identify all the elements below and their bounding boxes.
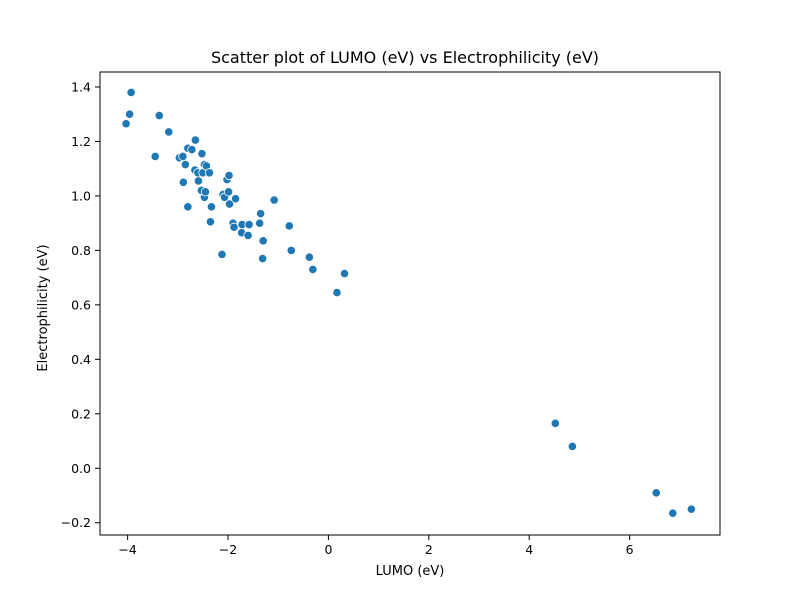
data-point (243, 230, 253, 241)
data-point (224, 170, 234, 181)
x-tick-label: −4 (118, 542, 136, 557)
y-axis-label: Electrophilicity (eV) (36, 244, 51, 371)
y-tick-label: 0.0 (71, 461, 91, 476)
data-point (304, 252, 314, 262)
y-tick-label: 1.2 (71, 134, 91, 149)
data-point (224, 199, 235, 209)
data-point (286, 245, 296, 255)
data-point (183, 202, 193, 212)
data-point (178, 151, 188, 162)
data-point (269, 195, 279, 205)
data-point (178, 177, 188, 187)
data-point (258, 236, 268, 246)
y-tick-label: 0.8 (71, 243, 91, 258)
x-tick-label: −2 (219, 542, 237, 557)
x-tick-label: 0 (324, 542, 332, 557)
x-axis-label: LUMO (eV) (376, 564, 445, 579)
x-tick-label: 2 (425, 542, 433, 557)
x-axis-ticks: −4 −2 0 2 4 6 (118, 535, 634, 557)
data-point (550, 418, 560, 428)
data-point (180, 160, 190, 170)
y-tick-label: 0.6 (71, 297, 91, 312)
data-point (686, 504, 696, 514)
data-point (121, 119, 131, 129)
data-point (244, 219, 254, 230)
data-point (197, 149, 207, 159)
data-point (164, 127, 174, 137)
data-point (205, 217, 216, 227)
data-point (284, 221, 294, 231)
data-point (126, 87, 136, 98)
data-point (217, 249, 227, 260)
data-point (668, 508, 678, 518)
chart-title: Scatter plot of LUMO (eV) vs Electrophil… (211, 48, 599, 67)
data-points (121, 87, 696, 518)
data-point (206, 202, 217, 212)
data-point (187, 145, 197, 155)
y-tick-label: 0.4 (71, 352, 91, 367)
y-axis-ticks: −0.2 0.0 0.2 0.4 0.6 0.8 1.0 1.2 1.4 (61, 79, 100, 530)
data-point (150, 151, 160, 162)
data-point (204, 168, 215, 178)
data-point (125, 109, 135, 119)
data-point (256, 209, 266, 219)
x-tick-label: 4 (525, 542, 533, 557)
data-point (258, 253, 268, 264)
data-point (651, 488, 661, 498)
y-tick-label: 1.4 (71, 79, 91, 94)
y-tick-label: 0.2 (71, 406, 91, 421)
plot-frame (99, 71, 721, 536)
data-point (223, 187, 234, 197)
data-point (230, 194, 241, 204)
data-point (255, 218, 265, 228)
x-tick-label: 6 (626, 542, 634, 557)
data-point (339, 268, 350, 279)
data-point (190, 135, 200, 145)
y-tick-label: −0.2 (61, 515, 91, 530)
y-tick-label: 1.0 (71, 188, 91, 203)
data-point (308, 264, 318, 275)
data-point (154, 110, 164, 121)
data-point (567, 441, 578, 452)
data-point (229, 222, 239, 232)
data-point (200, 187, 211, 197)
data-point (332, 288, 342, 298)
data-point (193, 176, 203, 186)
